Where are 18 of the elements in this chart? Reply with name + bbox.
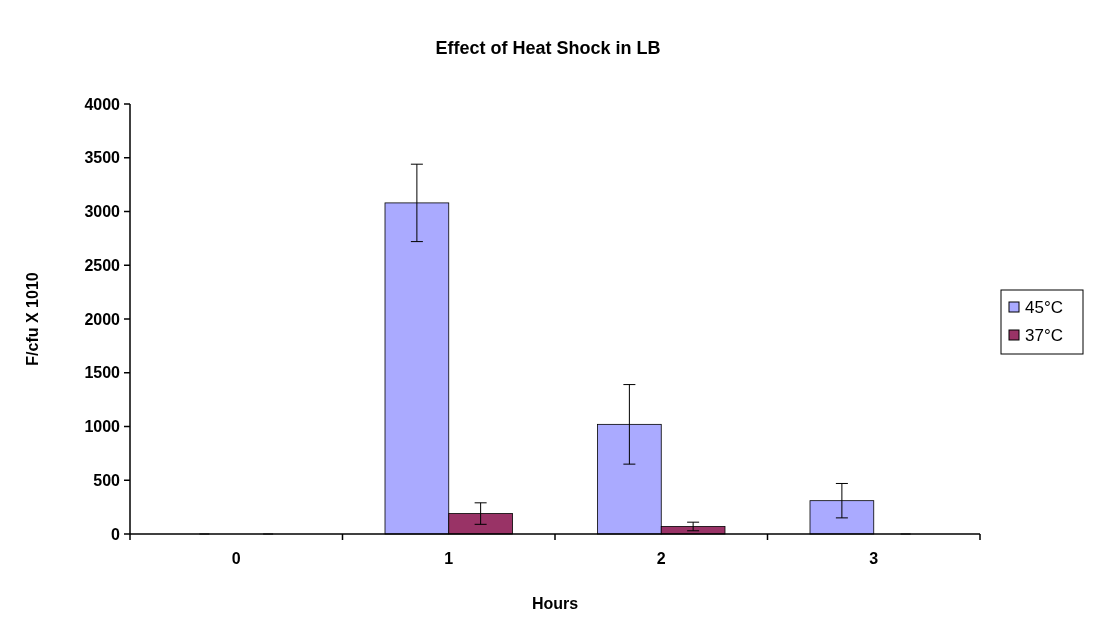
y-tick-label: 2000 (84, 310, 121, 328)
y-tick-label: 0 (111, 525, 121, 543)
y-tick-label: 4000 (84, 95, 121, 113)
y-tick-label: 3000 (84, 203, 121, 221)
legend-label: 37°C (1025, 325, 1063, 345)
x-tick-label: 3 (869, 550, 879, 567)
y-axis-title: F/cfu X 1010 (24, 272, 41, 366)
x-tick-label: 1 (444, 550, 454, 567)
y-tick-label: 1000 (84, 418, 121, 436)
y-tick-label: 500 (93, 471, 121, 489)
x-tick-label: 0 (231, 550, 241, 567)
y-tick-label: 3500 (84, 149, 121, 167)
y-tick-label: 1500 (84, 364, 121, 382)
chart-title: Effect of Heat Shock in LB (435, 38, 661, 58)
x-axis-title: Hours (531, 595, 579, 612)
x-tick-label: 2 (656, 550, 666, 567)
y-tick-label: 2500 (84, 256, 121, 274)
legend-label: 45°C (1025, 297, 1063, 317)
